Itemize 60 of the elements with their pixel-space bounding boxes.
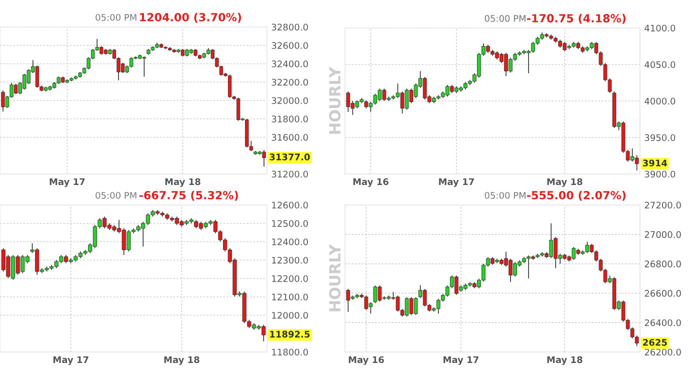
text: 05:00 PM (484, 192, 526, 199)
y-tick-label: 4000.0 (644, 98, 676, 105)
text: 05:00 PM (96, 14, 136, 21)
candlestick (1, 90, 5, 112)
y-tick-label: 12500.0 (272, 220, 308, 227)
x-tick-label: May 18 (547, 356, 582, 365)
y-tick-label: 32000.0 (272, 97, 308, 104)
y-tick-label: 31800.0 (272, 116, 308, 122)
x-tick-label: May 17 (53, 356, 88, 365)
y-tick-label: 3950.0 (644, 134, 676, 142)
y-tick-label: 12000.0 (272, 312, 308, 319)
text: 3914 (642, 160, 668, 166)
y-tick-label: 26200.0 (644, 348, 681, 356)
y-tick-label: 32200.0 (272, 78, 308, 86)
x-tick-label: May 17 (444, 356, 478, 365)
y-tick-label: 12400.0 (272, 238, 308, 246)
y-tick-label: 4100.0 (644, 24, 676, 32)
x-tick-label: May 18 (547, 178, 582, 187)
y-tick-label: 27000.0 (644, 231, 681, 238)
y-tick-label: 32400.0 (272, 60, 308, 68)
y-tick-label: 32600.0 (272, 42, 308, 49)
y-tick-label: 12200.0 (272, 275, 308, 282)
text: 05:00 PM (96, 192, 136, 199)
y-tick-label: 26600.0 (644, 290, 681, 297)
x-tick-label: May 17 (50, 178, 85, 187)
y-tick-label: 26800.0 (644, 260, 681, 268)
x-tick-label: May 16 (353, 178, 388, 187)
candlestick (373, 285, 378, 304)
x-tick-label: May 16 (348, 356, 384, 365)
y-tick-label: 11800.0 (272, 348, 308, 356)
candlestick (634, 154, 639, 171)
text: -170.75 (4.18%) (527, 14, 626, 24)
x-tick-label: May 18 (164, 356, 200, 365)
candlestick (346, 288, 350, 312)
text: 05:00 PM (484, 15, 526, 22)
candlestick (262, 150, 266, 168)
x-tick-label: May 18 (165, 178, 200, 187)
y-tick-label: 31200.0 (272, 170, 308, 178)
y-tick-label: 27200.0 (644, 202, 681, 209)
text: -555.00 (2.07%) (527, 190, 626, 201)
text: -667.75 (5.32%) (139, 190, 238, 201)
y-tick-label: 32800.0 (272, 24, 308, 31)
candlestick (414, 296, 418, 316)
y-tick-label: 3900.0 (644, 170, 676, 178)
text: 2625 (643, 338, 667, 346)
text: 11892.5 (270, 330, 310, 338)
text: 31377.0 (270, 154, 310, 160)
y-tick-label: 12600.0 (272, 202, 308, 209)
y-tick-label: 31600.0 (272, 134, 308, 141)
y-tick-label: 26400.0 (644, 319, 681, 326)
y-tick-label: 12100.0 (272, 294, 308, 300)
y-tick-label: 4050.0 (644, 61, 676, 68)
candlestick (228, 74, 232, 98)
x-tick-label: May 17 (439, 178, 474, 187)
y-tick-label: 12300.0 (272, 256, 308, 264)
candlestick (346, 91, 350, 112)
candlestick (120, 62, 125, 74)
text: 1204.00 (3.70%) (140, 12, 242, 23)
candlestick (35, 65, 40, 88)
candlestick (142, 56, 146, 78)
